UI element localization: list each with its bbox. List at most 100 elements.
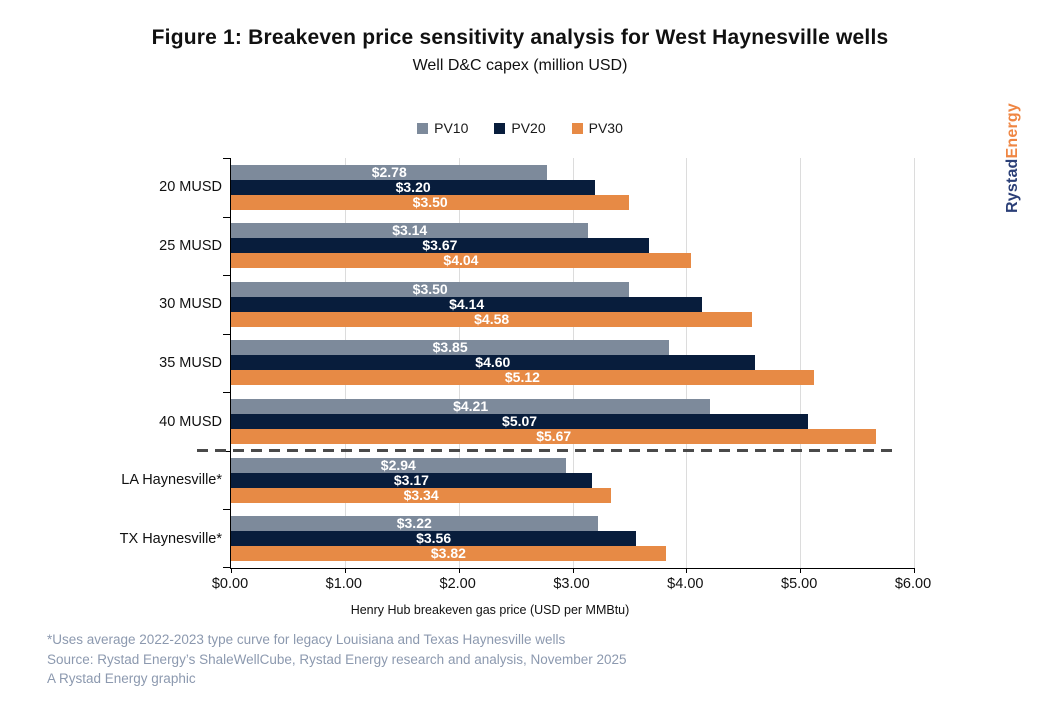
footnote-source: Source: Rystad Energy’s ShaleWellCube, R… [47, 651, 627, 667]
bar-pv10-25-musd: $3.14 [231, 222, 589, 239]
legend-swatch-pv20 [494, 122, 506, 134]
bar-pv30-30-musd: $4.58 [231, 310, 753, 327]
category-tick [223, 567, 231, 568]
x-axis-tick [231, 568, 232, 573]
x-axis-tick-labels: $0.00 $1.00 $2.00 $3.00 $4.00 $5.00 $6.00 [0, 576, 1040, 596]
bar-value-label: $2.78 [371, 163, 407, 180]
bar-group-25-musd: $3.14 $3.67 $4.04 [231, 217, 914, 276]
x-axis-tick [344, 568, 346, 573]
bar-value-label: $5.07 [502, 413, 538, 430]
legend-item-pv10: PV10 [417, 120, 468, 136]
x-axis-tick [800, 568, 802, 573]
bar-pv10-la-haynesville: $2.94 [231, 456, 566, 473]
legend-swatch-pv30 [571, 122, 583, 134]
bar-pv20-35-musd: $4.60 [231, 354, 755, 371]
bar-pv20-tx-haynesville: $3.56 [231, 530, 637, 547]
x-axis-tick [458, 568, 460, 573]
legend-item-pv30: PV30 [571, 120, 623, 136]
category-tick [223, 392, 231, 394]
chart-subtitle: Well D&C capex (million USD) [412, 57, 628, 74]
category-label-25-musd: 25 MUSD [159, 237, 222, 254]
bar-pv30-tx-haynesville: $3.82 [231, 545, 666, 562]
legend-item-pv20: PV20 [494, 120, 546, 136]
bar-pv20-la-haynesville: $3.17 [231, 471, 592, 488]
bar-pv30-25-musd: $4.04 [231, 252, 691, 269]
bar-value-label: $3.14 [392, 222, 428, 239]
gridline-5 [800, 158, 802, 568]
legend-swatch-pv10 [417, 122, 429, 134]
bar-pv30-20-musd: $3.50 [231, 193, 630, 210]
bar-value-label: $3.85 [432, 339, 468, 356]
bar-pv30-40-musd: $5.67 [231, 428, 877, 445]
bar-pv10-30-musd: $3.50 [231, 280, 630, 297]
bar-pv20-40-musd: $5.07 [231, 413, 809, 430]
bar-group-tx-haynesville: $3.22 $3.56 $3.82 [231, 509, 914, 568]
bar-group-20-musd: $2.78 $3.20 $3.50 [231, 158, 914, 217]
chart-title: Figure 1: Breakeven price sensitivity an… [151, 26, 889, 49]
x-tick-label-5: $5.00 [781, 576, 818, 592]
category-label-40-musd: 40 MUSD [159, 413, 222, 430]
bar-value-label: $3.82 [430, 545, 466, 562]
bar-value-label: $3.50 [412, 280, 448, 297]
bar-value-label: $3.34 [403, 486, 439, 503]
bar-value-label: $3.22 [396, 515, 432, 532]
bar-pv10-40-musd: $4.21 [231, 398, 711, 415]
bar-value-label: $3.20 [395, 178, 431, 195]
logo-text-rystad: Rystad [1004, 158, 1021, 214]
category-label-tx-haynesville: TX Haynesville* [119, 530, 222, 547]
category-tick [223, 509, 231, 511]
bar-pv30-35-musd: $5.12 [231, 369, 814, 386]
bar-value-label: $3.67 [422, 237, 458, 254]
bar-value-label: $4.14 [449, 295, 485, 312]
bar-pv20-20-musd: $3.20 [231, 178, 596, 195]
legacy-benchmark-separator-line [197, 449, 894, 453]
x-tick-label-0: $0.00 [211, 576, 249, 592]
plot-area: $2.78 $3.20 $3.50 $3.14 $3.67 $4.04 $3.50 $4.14… [197, 158, 915, 573]
x-tick-label-2: $2.00 [439, 576, 476, 592]
gridline-6 [914, 158, 915, 568]
bar-pv10-tx-haynesville: $3.22 [231, 515, 598, 532]
footnotes: *Uses average 2022-2023 type curve for l… [47, 630, 907, 689]
chart-legend: PV10 PV20 PV30 [0, 120, 1040, 136]
x-tick-label-4: $4.00 [667, 576, 704, 592]
bar-value-label: $4.21 [453, 398, 489, 415]
x-axis-tick [914, 568, 915, 573]
bar-value-label: $3.56 [416, 530, 452, 547]
bar-value-label: $5.12 [504, 369, 540, 386]
legend-label-pv30: PV30 [588, 120, 623, 136]
bar-group-40-musd: $4.21 $5.07 $5.67 [231, 392, 914, 451]
bar-value-label: $3.17 [393, 471, 429, 488]
category-label-35-musd: 35 MUSD [159, 354, 222, 371]
legend-label-pv20: PV20 [511, 120, 546, 136]
x-tick-label-3: $3.00 [553, 576, 590, 592]
footnote-type-curve: *Uses average 2022-2023 type curve for l… [47, 632, 566, 647]
bar-group-la-haynesville: $2.94 $3.17 $3.34 [231, 451, 914, 510]
bar-pv20-25-musd: $3.67 [231, 237, 649, 254]
bar-pv10-20-musd: $2.78 [231, 163, 548, 180]
category-tick [223, 333, 231, 335]
bar-pv10-35-musd: $3.85 [231, 339, 670, 356]
category-tick [223, 158, 231, 159]
x-axis-title: Henry Hub breakeven gas price (USD per M… [350, 603, 630, 617]
category-tick [223, 216, 231, 218]
category-label-30-musd: 30 MUSD [159, 296, 222, 313]
bar-value-label: $2.94 [380, 456, 416, 473]
bar-value-label: $3.50 [412, 193, 448, 210]
bar-value-label: $4.60 [475, 354, 511, 371]
bar-value-label: $5.67 [536, 428, 572, 445]
bar-pv20-30-musd: $4.14 [231, 295, 703, 312]
category-label-la-haynesville: LA Haynesville* [121, 472, 222, 489]
bar-value-label: $4.04 [443, 252, 479, 269]
rystad-energy-logo: Rystad Energy [1004, 93, 1022, 223]
bar-value-label: $4.58 [474, 310, 510, 327]
legend-label-pv10: PV10 [434, 120, 469, 136]
x-tick-label-6: $6.00 [894, 576, 932, 592]
x-tick-label-1: $1.00 [325, 576, 362, 592]
x-axis-tick [686, 568, 688, 573]
footnote-credit: A Rystad Energy graphic [47, 671, 196, 686]
bar-pv30-la-haynesville: $3.34 [231, 486, 612, 503]
category-label-20-musd: 20 MUSD [159, 179, 222, 196]
category-axis-labels: 20 MUSD 25 MUSD 30 MUSD 35 MUSD 40 MUSD LA Ha… [0, 158, 222, 568]
bar-group-30-musd: $3.50 $4.14 $4.58 [231, 275, 914, 334]
